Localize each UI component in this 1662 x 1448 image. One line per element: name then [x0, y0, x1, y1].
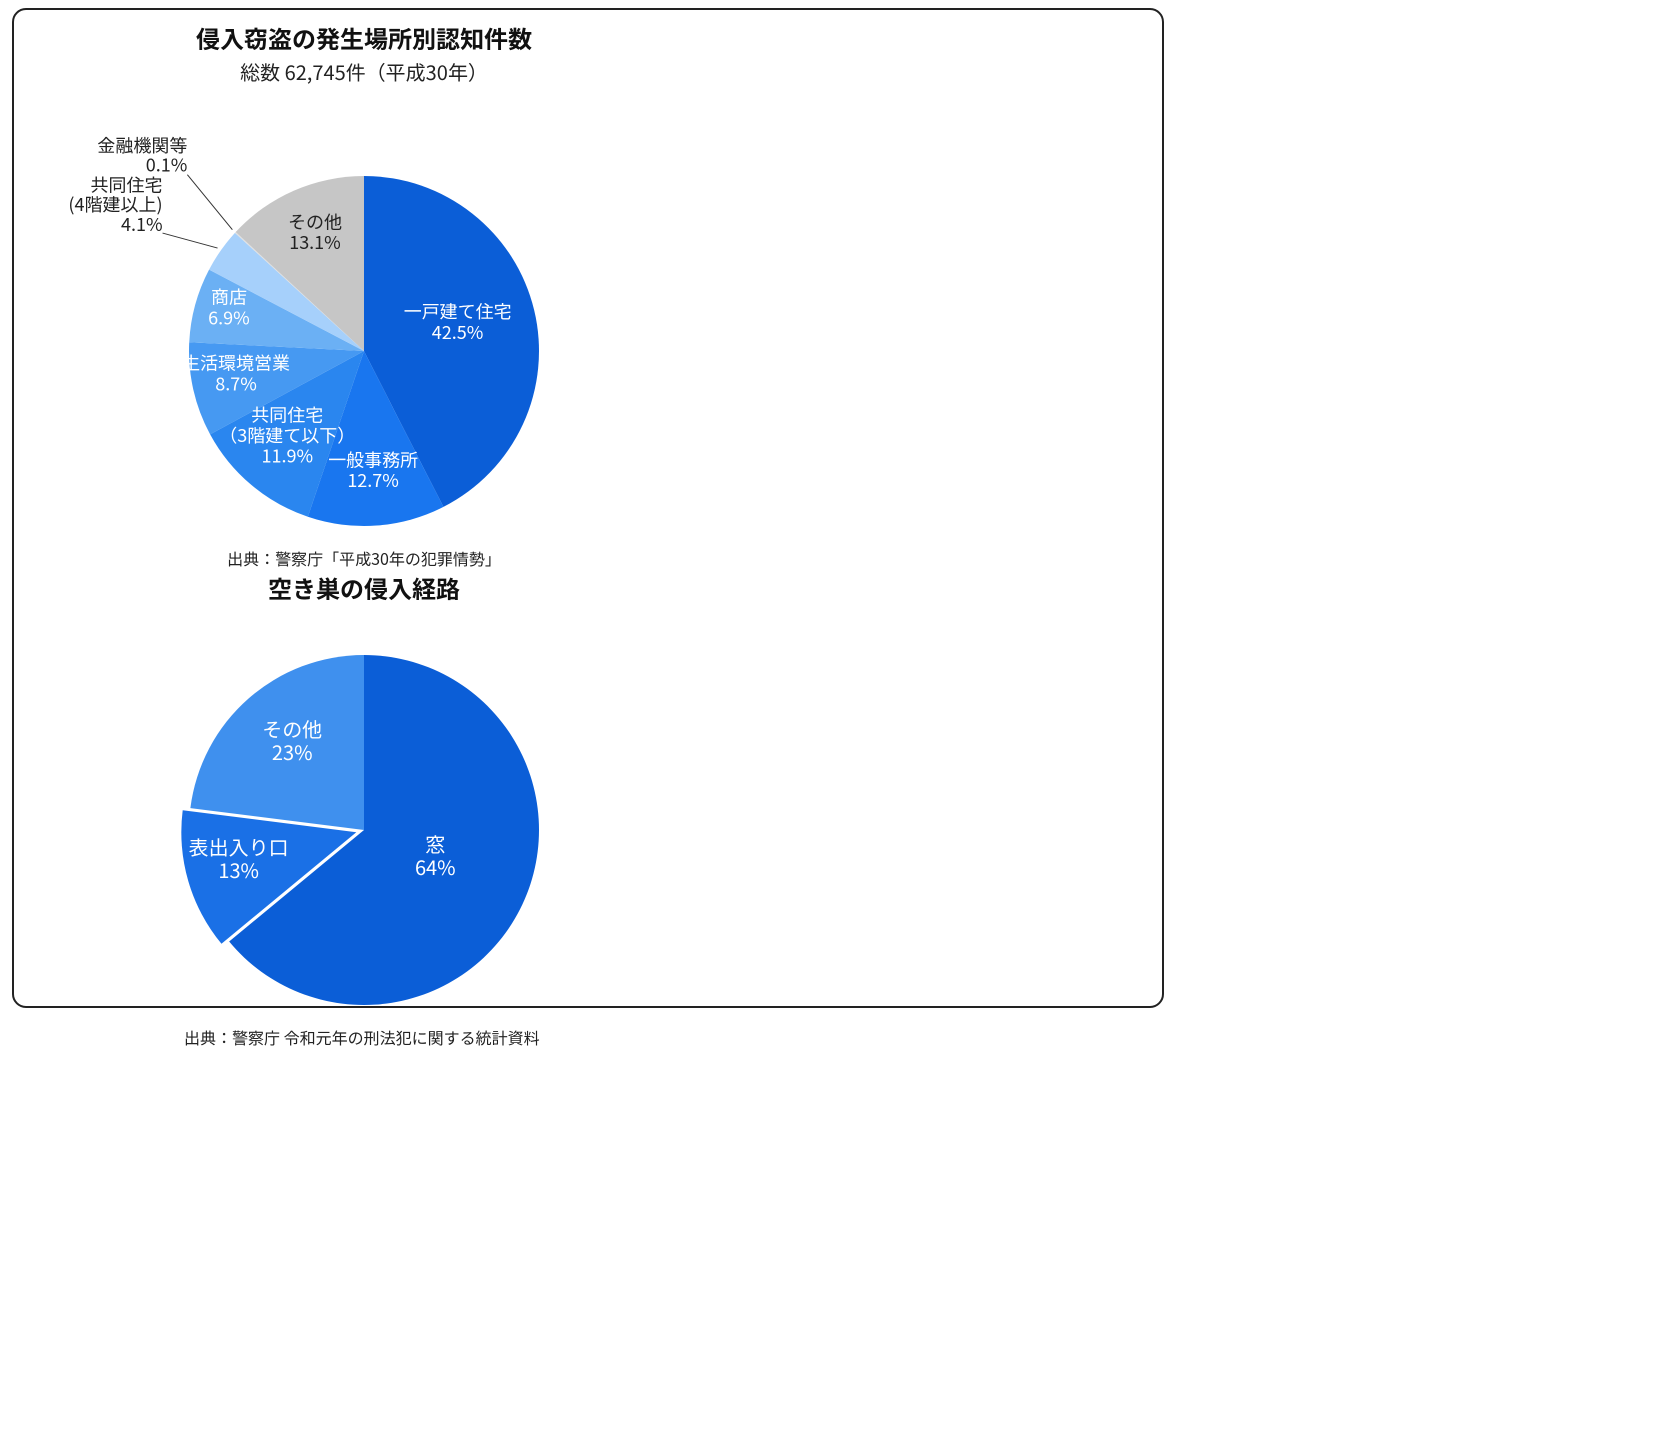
chart1-block: 侵入窃盗の発生場所別認知件数 総数 62,745件（平成30年） 一戸建て住宅4…: [14, 20, 714, 570]
chart1-title: 侵入窃盗の発生場所別認知件数: [14, 20, 714, 55]
chart1-pie: 一戸建て住宅42.5%一般事務所12.7%共同住宅（3階建て以下）11.9%生活…: [14, 86, 714, 546]
slice-label: その他13.1%: [288, 208, 342, 255]
chart2-pie: 窓64%表出入り口13%その他23%: [14, 605, 714, 1025]
leader-line: [163, 233, 218, 248]
chart2-source: 出典：警察庁 令和元年の刑法犯に関する統計資料: [14, 1025, 714, 1049]
chart2-title: 空き巣の侵入経路: [14, 570, 714, 605]
chart1-source: 出典：警察庁「平成30年の犯罪情勢」: [14, 546, 714, 570]
chart-card: 侵入窃盗の発生場所別認知件数 総数 62,745件（平成30年） 一戸建て住宅4…: [12, 8, 1164, 1008]
slice-label: 共同住宅(4階建以上)4.1%: [68, 171, 162, 237]
chart2-block: 空き巣の侵入経路 窓64%表出入り口13%その他23% 出典：警察庁 令和元年の…: [14, 570, 714, 1049]
slice-label: 商店6.9%: [208, 284, 250, 331]
chart1-subtitle: 総数 62,745件（平成30年）: [14, 57, 714, 86]
leader-line: [187, 175, 232, 230]
